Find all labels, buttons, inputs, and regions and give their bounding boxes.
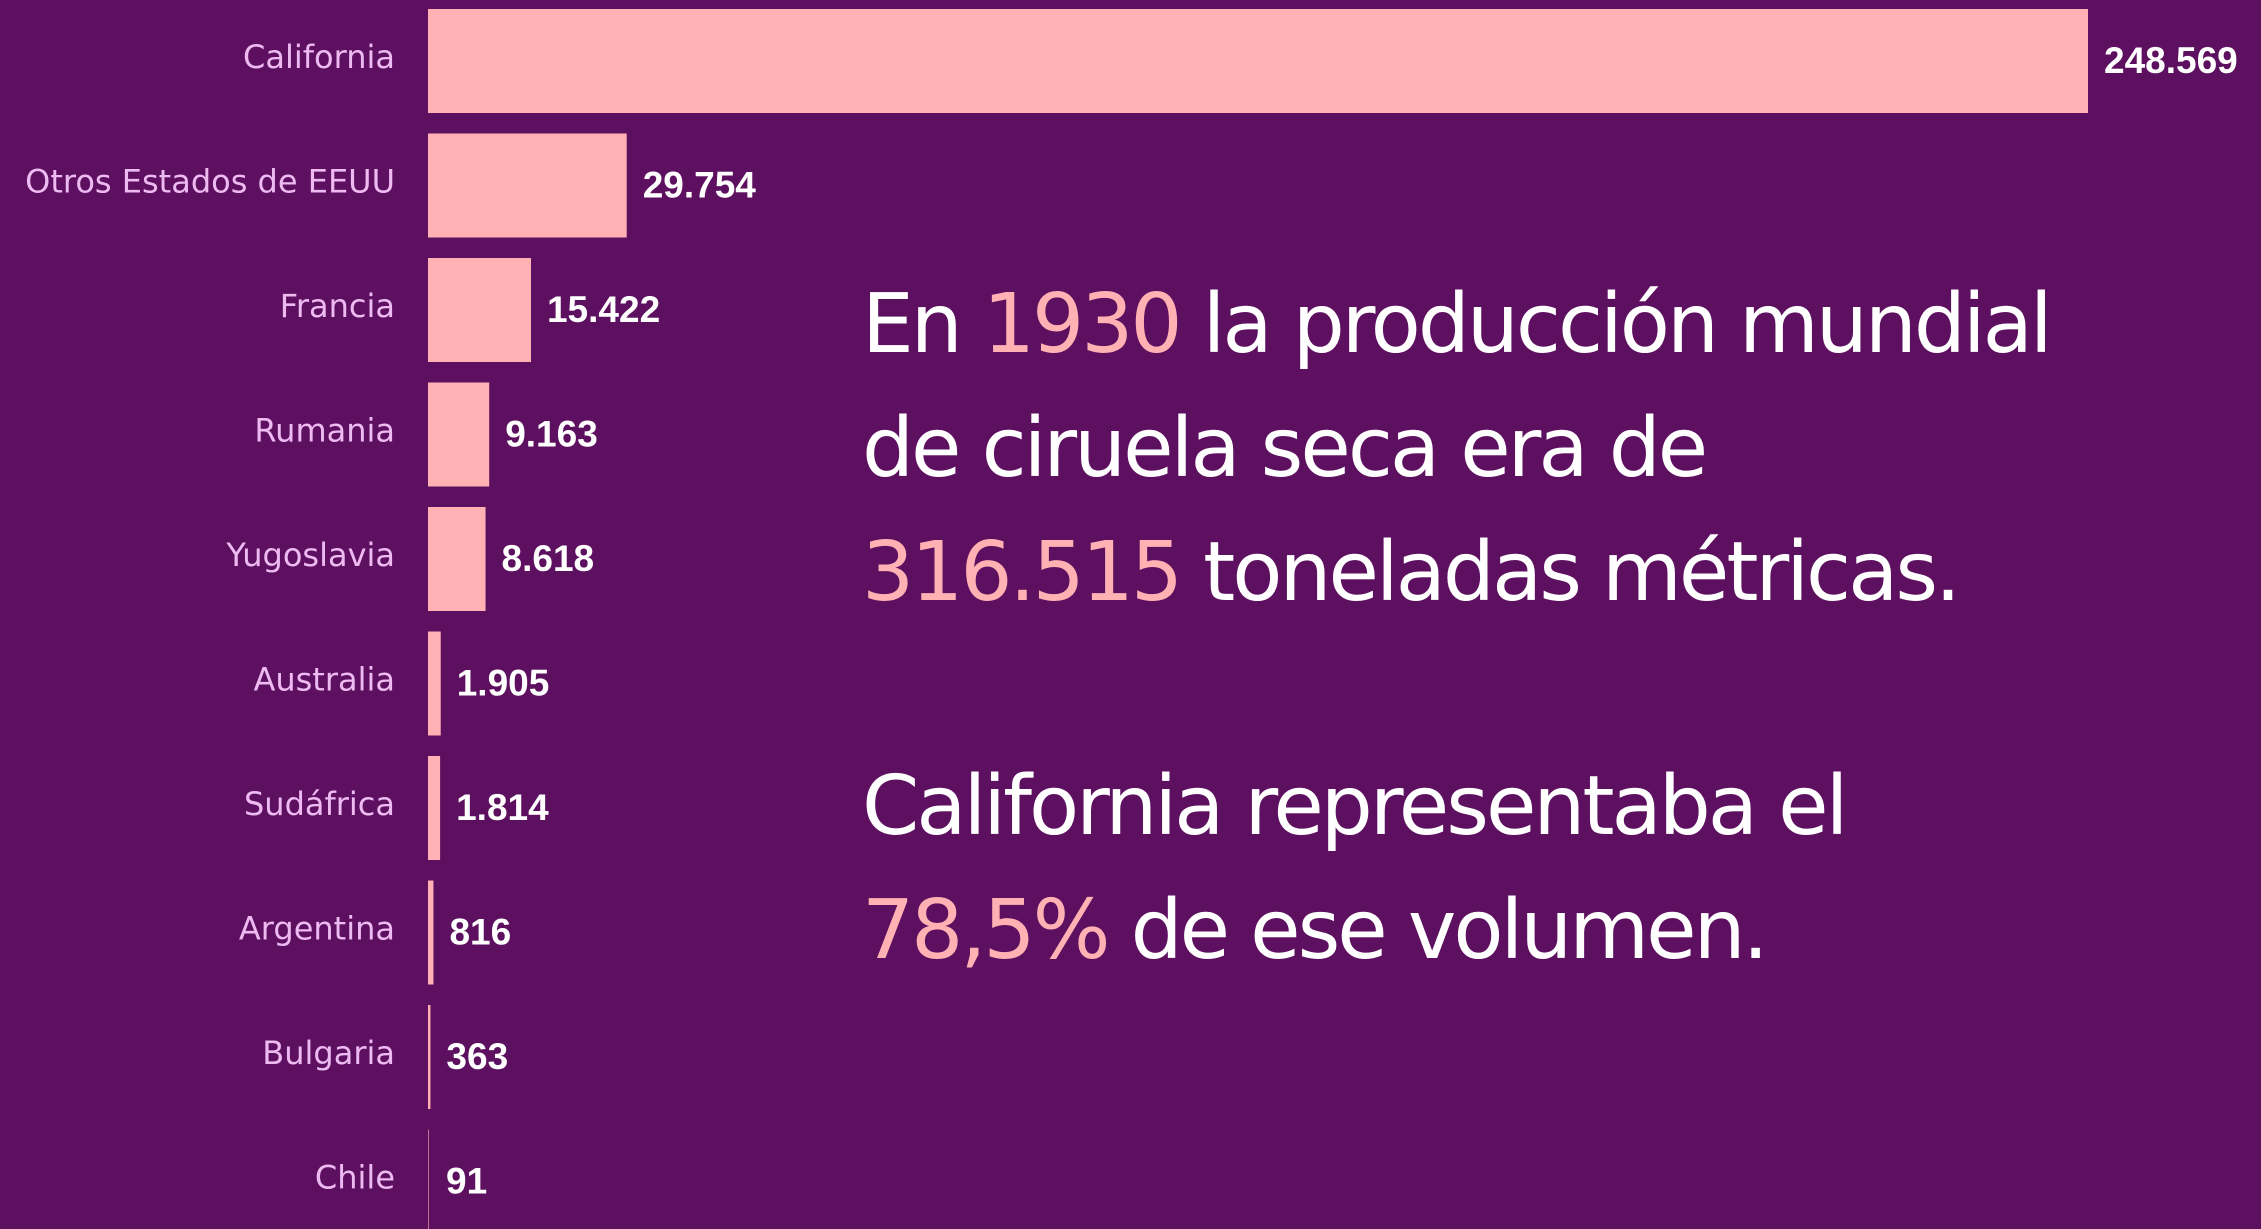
annotation-text: toneladas métricas. [1180,525,1958,620]
annotation-line: California representaba el [862,759,1845,854]
category-label: Australia [253,661,395,699]
value-label: 8.618 [502,538,595,579]
bar [428,382,490,487]
bar [428,1129,429,1229]
annotation-text: de ciruela seca era de [862,401,1705,496]
annotation-line: 316.515 toneladas métricas. [862,525,1958,620]
value-label: 1.905 [457,662,550,703]
category-label: Francia [280,287,395,325]
annotation-text: 1930 [983,277,1180,372]
bar [428,756,441,860]
category-label: Yugoslavia [225,536,395,574]
annotation-line: En 1930 la producción mundial [862,277,2050,372]
category-label: Argentina [239,910,395,948]
annotation-text: 78,5% [862,883,1108,978]
annotation-text: California representaba el [862,759,1845,854]
annotation-line: 78,5% de ese volumen. [862,883,1766,978]
bar [428,133,627,238]
bar [428,631,441,736]
annotation-text: 316.515 [862,525,1180,620]
annotation-text: la producción mundial [1180,277,2050,372]
value-label: 1.814 [456,787,549,828]
category-label: Chile [315,1159,395,1197]
value-label: 15.422 [547,289,660,330]
category-label: Bulgaria [262,1034,395,1072]
value-label: 29.754 [643,164,757,205]
bar [428,258,531,362]
bar [428,9,2088,113]
annotation-line: de ciruela seca era de [862,401,1705,496]
value-label: 816 [449,911,511,952]
category-label: Rumania [254,412,395,450]
bar [428,1005,431,1109]
value-label: 9.163 [505,413,598,454]
bar [428,880,434,985]
annotation-text: En [862,277,983,372]
value-label: 248.569 [2104,40,2238,81]
annotation-text: de ese volumen. [1108,883,1766,978]
value-label: 91 [446,1160,487,1201]
value-label: 363 [446,1036,508,1077]
category-label: Sudáfrica [244,785,395,823]
category-label: California [243,38,395,76]
bar [428,507,486,611]
category-label: Otros Estados de EEUU [25,163,395,201]
